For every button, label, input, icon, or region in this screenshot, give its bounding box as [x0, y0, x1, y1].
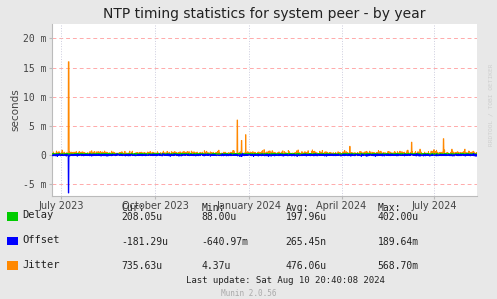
Text: 568.70m: 568.70m: [378, 261, 419, 271]
Text: Last update: Sat Aug 10 20:40:08 2024: Last update: Sat Aug 10 20:40:08 2024: [186, 276, 385, 285]
Text: 88.00u: 88.00u: [201, 212, 237, 222]
Text: 735.63u: 735.63u: [122, 261, 163, 271]
Text: Cur:: Cur:: [122, 203, 145, 213]
Text: 189.64m: 189.64m: [378, 237, 419, 247]
Text: 476.06u: 476.06u: [286, 261, 327, 271]
Y-axis label: seconds: seconds: [10, 89, 20, 131]
Text: 197.96u: 197.96u: [286, 212, 327, 222]
Text: 265.45n: 265.45n: [286, 237, 327, 247]
Text: Min:: Min:: [201, 203, 225, 213]
Text: Avg:: Avg:: [286, 203, 309, 213]
Text: 4.37u: 4.37u: [201, 261, 231, 271]
Text: RRDTOOL / TOBI OETIKER: RRDTOOL / TOBI OETIKER: [488, 63, 493, 146]
Text: Offset: Offset: [22, 235, 60, 245]
Text: Max:: Max:: [378, 203, 401, 213]
Text: Munin 2.0.56: Munin 2.0.56: [221, 289, 276, 298]
Text: -181.29u: -181.29u: [122, 237, 169, 247]
Text: Delay: Delay: [22, 210, 54, 220]
Text: Jitter: Jitter: [22, 260, 60, 270]
Text: 402.00u: 402.00u: [378, 212, 419, 222]
Text: 208.05u: 208.05u: [122, 212, 163, 222]
Title: NTP timing statistics for system peer - by year: NTP timing statistics for system peer - …: [103, 7, 426, 21]
Text: -640.97m: -640.97m: [201, 237, 248, 247]
